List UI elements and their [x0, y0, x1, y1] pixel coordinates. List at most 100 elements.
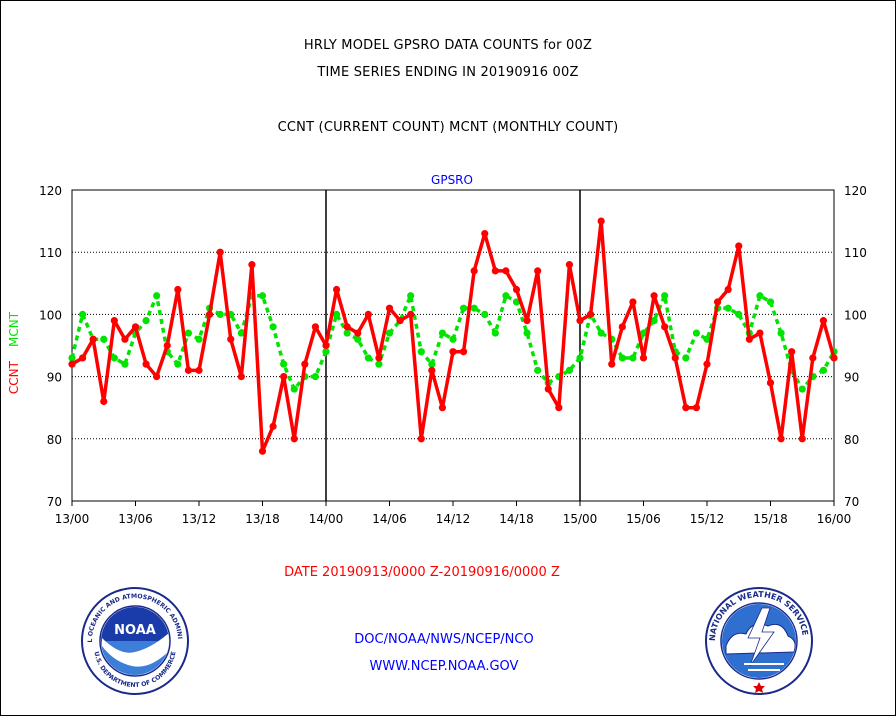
x-tick-label: 14/12 — [436, 512, 471, 526]
data-point-ccnt — [618, 323, 626, 331]
data-point-mcnt — [459, 304, 468, 312]
data-point-ccnt — [385, 304, 394, 312]
data-point-mcnt — [523, 329, 531, 337]
y-tick-label-right: 100 — [844, 308, 867, 322]
data-point-ccnt — [121, 335, 129, 343]
y-tick-label-left: 110 — [39, 246, 62, 260]
data-point-mcnt — [766, 298, 775, 306]
data-point-ccnt — [819, 317, 828, 325]
data-point-ccnt — [258, 447, 267, 455]
data-point-ccnt — [661, 323, 669, 331]
x-tick-label: 15/06 — [626, 512, 661, 526]
noaa-logo-text: NOAA — [114, 623, 156, 638]
data-point-ccnt — [756, 329, 764, 337]
data-point-mcnt — [385, 329, 394, 337]
data-point-ccnt — [68, 360, 76, 368]
data-point-ccnt — [650, 292, 658, 300]
data-point-ccnt — [629, 298, 637, 306]
data-point-ccnt — [163, 341, 171, 350]
nws-logo: NATIONAL WEATHER SERVICE — [705, 587, 813, 695]
data-point-ccnt — [703, 360, 711, 368]
data-point-ccnt — [428, 366, 436, 374]
data-point-ccnt — [692, 404, 701, 412]
data-point-ccnt — [809, 354, 817, 362]
data-point-mcnt — [819, 366, 828, 374]
data-point-ccnt — [459, 348, 468, 356]
data-point-ccnt — [269, 422, 277, 430]
data-point-ccnt — [205, 310, 214, 318]
data-point-ccnt — [396, 317, 404, 325]
x-tick-label: 16/00 — [817, 512, 852, 526]
data-point-mcnt — [364, 354, 372, 362]
data-point-ccnt — [332, 285, 341, 294]
data-point-mcnt — [216, 310, 224, 318]
data-point-mcnt — [438, 329, 447, 337]
data-point-mcnt — [100, 335, 108, 343]
data-point-ccnt — [301, 360, 309, 368]
data-point-mcnt — [777, 329, 785, 337]
header-legend-text: CCNT (CURRENT COUNT) MCNT (MONTHLY COUNT… — [277, 120, 619, 135]
x-tick-label: 14/00 — [309, 512, 344, 526]
data-point-mcnt — [491, 329, 499, 337]
data-point-ccnt — [682, 404, 690, 412]
data-point-mcnt — [343, 329, 351, 337]
y-tick-label-left: 90 — [47, 371, 62, 385]
x-tick-labels: 13/00 13/06 13/12 13/18 14/00 14/06 14/12 14/18… — [55, 501, 852, 526]
data-point-ccnt — [237, 373, 245, 381]
y-axis-label-ccnt: CCNT — [7, 360, 21, 394]
data-point-ccnt — [713, 298, 722, 306]
y-tick-label-left: 120 — [39, 184, 62, 198]
data-point-ccnt — [555, 404, 563, 412]
data-point-ccnt — [449, 348, 457, 356]
data-point-mcnt — [534, 366, 542, 374]
data-point-ccnt — [100, 397, 108, 406]
data-point-mcnt — [682, 354, 690, 362]
data-point-ccnt — [830, 354, 838, 362]
data-point-ccnt — [491, 267, 499, 275]
data-point-mcnt — [576, 354, 584, 362]
x-tick-label: 15/18 — [753, 512, 788, 526]
noaa-logo: NOAA NATIONAL OCEANIC AND ATMOSPHERIC AD… — [80, 586, 189, 695]
data-point-ccnt — [89, 335, 97, 343]
data-point-mcnt — [756, 292, 764, 300]
header-subtitle: TIME SERIES ENDING IN 20190916 00Z — [317, 65, 579, 80]
data-point-ccnt — [322, 341, 330, 350]
data-point-mcnt — [153, 292, 161, 300]
data-point-ccnt — [512, 285, 521, 294]
x-tick-label: 15/12 — [690, 512, 725, 526]
y-tick-label-right: 70 — [844, 495, 859, 509]
y-tick-label-left: 70 — [47, 495, 62, 509]
x-tick-label: 14/06 — [372, 512, 407, 526]
data-point-mcnt — [311, 373, 320, 381]
data-point-ccnt — [777, 435, 785, 443]
series-layer — [68, 217, 838, 455]
data-point-mcnt — [332, 310, 341, 318]
data-point-ccnt — [364, 310, 372, 318]
data-point-mcnt — [237, 329, 245, 337]
data-point-ccnt — [502, 267, 510, 275]
data-point-mcnt — [661, 292, 669, 300]
data-point-mcnt — [565, 366, 574, 374]
data-point-ccnt — [375, 354, 383, 362]
x-tick-label: 13/00 — [55, 512, 90, 526]
data-point-mcnt — [290, 385, 298, 393]
data-point-mcnt — [618, 354, 626, 362]
url-link[interactable]: WWW.NCEP.NOAA.GOV — [369, 659, 519, 674]
nws-star-icon — [753, 682, 765, 693]
data-point-ccnt — [290, 435, 298, 443]
data-point-mcnt — [195, 335, 203, 343]
data-point-ccnt — [216, 248, 224, 256]
data-point-mcnt — [280, 360, 288, 368]
data-point-ccnt — [184, 366, 193, 374]
data-point-mcnt — [798, 385, 806, 393]
data-point-ccnt — [227, 335, 235, 343]
data-point-ccnt — [788, 348, 796, 356]
data-point-mcnt — [68, 354, 76, 362]
data-point-ccnt — [565, 261, 574, 269]
data-point-mcnt — [121, 360, 129, 368]
data-point-mcnt — [322, 348, 330, 356]
data-point-ccnt — [544, 385, 552, 393]
data-point-ccnt — [597, 217, 605, 225]
data-point-mcnt — [703, 335, 711, 343]
